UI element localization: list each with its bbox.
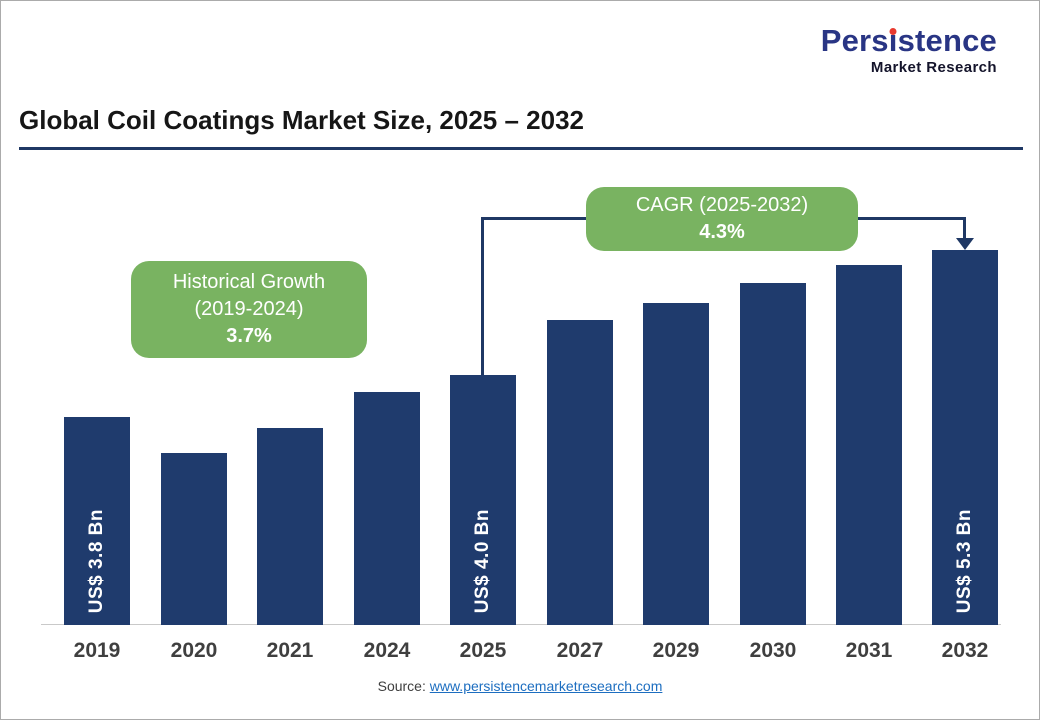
callout-line: (2019-2024): [194, 298, 304, 320]
bar-column: 2021: [242, 428, 338, 665]
source-link[interactable]: www.persistencemarketresearch.com: [429, 678, 663, 694]
x-axis-line: [41, 624, 1001, 625]
logo: Pers ıstence Market Research: [820, 23, 997, 76]
x-tick-label: 2025: [459, 639, 507, 662]
x-tick-label: 2019: [73, 639, 121, 662]
bar-column: 2027: [532, 320, 628, 665]
source-label: Source:: [377, 678, 426, 694]
connector-line: [858, 217, 965, 220]
bar: US$ 3.8 Bn: [64, 417, 130, 625]
bar: [354, 392, 420, 625]
x-tick-label: 2032: [941, 639, 989, 662]
bar-column: US$ 5.3 Bn 2032: [917, 250, 1013, 665]
connector-line: [963, 217, 966, 239]
callout-value: 4.3%: [699, 221, 745, 243]
page-title: Global Coil Coatings Market Size, 2025 –…: [19, 105, 584, 135]
title-underline: [19, 147, 1023, 150]
bar-column: 2029: [628, 303, 724, 665]
callout-line: CAGR (2025-2032): [635, 194, 809, 216]
cagr-callout: CAGR (2025-2032) 4.3%: [586, 187, 858, 251]
callout-value: 3.7%: [226, 325, 272, 347]
bar-column: 2020: [146, 453, 242, 665]
bar: [257, 428, 323, 625]
x-tick-label: 2030: [749, 639, 797, 662]
source-line: Source: www.persistencemarketresearch.co…: [1, 678, 1039, 694]
x-tick-label: 2020: [170, 639, 218, 662]
connector-line: [481, 217, 484, 375]
logo-name: Pers ıstence: [820, 23, 997, 58]
arrow-down-icon: [956, 238, 974, 250]
bar-column: 2031: [821, 265, 917, 665]
bar-value-label: US$ 4.0 Bn: [472, 508, 493, 613]
bar-value-label: US$ 5.3 Bn: [954, 508, 975, 613]
bar: US$ 4.0 Bn: [450, 375, 516, 625]
bar: [740, 283, 806, 625]
logo-dot-icon: [889, 28, 897, 35]
bar-column: 2024: [339, 392, 435, 665]
bar: [161, 453, 227, 625]
x-tick-label: 2021: [266, 639, 314, 662]
connector-line: [483, 217, 586, 220]
bar: US$ 5.3 Bn: [932, 250, 998, 625]
bar-value-label: US$ 3.8 Bn: [86, 508, 107, 613]
historical-growth-callout: Historical Growth (2019-2024) 3.7%: [131, 261, 367, 358]
bar: [643, 303, 709, 625]
callout-line: Historical Growth: [172, 271, 326, 293]
bar-column: US$ 3.8 Bn 2019: [49, 417, 145, 665]
bar-column: US$ 4.0 Bn 2025: [435, 375, 531, 665]
x-tick-label: 2024: [363, 639, 411, 662]
bar: [547, 320, 613, 625]
x-tick-label: 2027: [556, 639, 604, 662]
bar: [836, 265, 902, 625]
x-tick-label: 2031: [845, 639, 893, 662]
x-tick-label: 2029: [652, 639, 700, 662]
logo-subtitle: Market Research: [870, 58, 997, 76]
bar-column: 2030: [725, 283, 821, 665]
